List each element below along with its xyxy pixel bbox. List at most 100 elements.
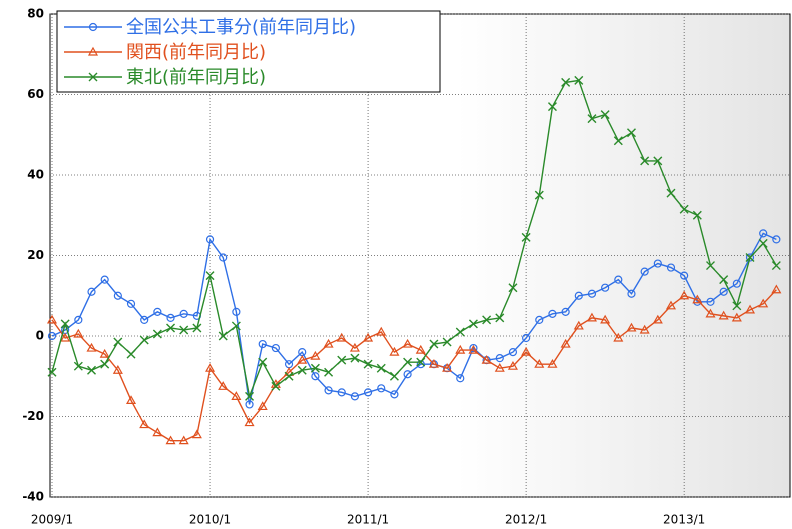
marker [245, 391, 255, 401]
marker [126, 299, 136, 308]
marker [521, 346, 532, 356]
marker [679, 290, 690, 300]
marker [324, 386, 333, 395]
marker [100, 359, 110, 369]
y-tick-label: -40 [22, 490, 44, 504]
marker [100, 275, 109, 284]
marker [653, 156, 663, 166]
marker [745, 253, 755, 262]
marker [455, 327, 465, 337]
marker [60, 319, 70, 329]
marker [692, 294, 703, 304]
marker [507, 360, 518, 370]
marker [469, 343, 478, 353]
marker [297, 354, 308, 364]
marker [416, 360, 425, 369]
marker [258, 357, 268, 367]
marker [613, 332, 624, 342]
marker [640, 156, 650, 166]
marker [88, 72, 98, 82]
marker [758, 298, 769, 308]
marker [679, 204, 689, 214]
marker [46, 314, 58, 324]
marker [574, 291, 583, 300]
marker [363, 388, 373, 397]
marker [547, 102, 557, 112]
marker [337, 355, 347, 365]
marker [415, 344, 426, 354]
marker [639, 324, 650, 334]
marker [86, 342, 97, 352]
marker [153, 307, 162, 316]
marker [508, 283, 518, 293]
marker [442, 337, 452, 347]
marker [47, 331, 57, 341]
marker [74, 315, 83, 324]
marker [468, 344, 479, 354]
legend: 全国公共工事分(前年同月比) 関西(前年同月比) 東北(前年同月比) [56, 10, 441, 93]
legend-label: 全国公共工事分(前年同月比) [126, 17, 356, 38]
series-line [51, 232, 777, 405]
marker [665, 300, 677, 310]
marker [626, 128, 636, 138]
marker [113, 337, 123, 347]
y-tick-label: 0 [36, 329, 44, 343]
marker [350, 392, 360, 401]
marker [376, 326, 387, 336]
marker [416, 357, 426, 367]
marker [284, 371, 294, 381]
marker [745, 253, 755, 263]
marker [442, 362, 453, 372]
marker [349, 342, 360, 352]
marker [140, 315, 149, 324]
x-tick-label: 2012/1 [505, 513, 547, 527]
marker [231, 321, 241, 331]
marker [179, 309, 188, 318]
marker [706, 297, 715, 306]
marker [258, 339, 267, 349]
marker [718, 310, 729, 320]
marker [139, 335, 149, 345]
marker [165, 435, 176, 445]
marker [271, 343, 280, 353]
marker [139, 419, 150, 429]
marker [547, 358, 558, 368]
marker [218, 381, 229, 390]
marker [178, 435, 189, 445]
marker [495, 354, 504, 363]
x-tick-label: 2010/1 [189, 513, 231, 527]
marker [522, 333, 531, 343]
marker [88, 22, 98, 32]
marker [495, 313, 505, 323]
marker [191, 429, 202, 439]
marker [732, 301, 742, 311]
marker [772, 235, 781, 244]
y-tick-label: 40 [27, 168, 44, 182]
marker [350, 353, 360, 363]
marker [389, 371, 399, 381]
marker [297, 365, 307, 375]
marker [719, 275, 729, 285]
marker [232, 307, 241, 316]
marker [759, 229, 768, 238]
marker [152, 427, 163, 437]
marker [600, 110, 610, 120]
marker [653, 259, 662, 268]
legend-label: 関西(前年同月比) [126, 42, 266, 63]
marker [482, 315, 492, 325]
marker [244, 417, 255, 427]
marker [390, 390, 399, 399]
marker [692, 210, 702, 220]
marker [680, 271, 689, 280]
marker [508, 348, 518, 357]
marker [284, 367, 295, 376]
marker [468, 319, 478, 329]
marker [758, 238, 768, 248]
marker [534, 358, 545, 368]
marker [179, 325, 189, 335]
marker [744, 304, 756, 314]
marker [652, 314, 663, 324]
marker [429, 339, 439, 349]
marker [574, 75, 584, 85]
marker [231, 391, 242, 400]
